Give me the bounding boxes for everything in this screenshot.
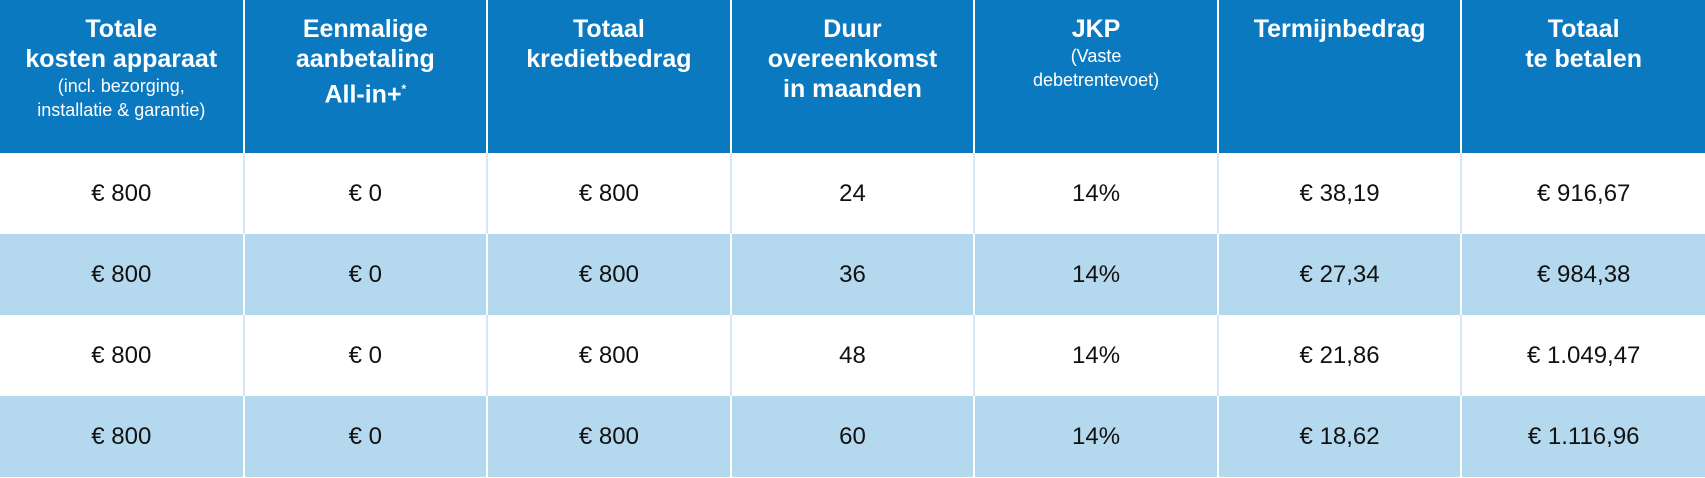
header-cell: Duur overeenkomst in maanden <box>729 0 975 153</box>
table-row: € 800 € 0 € 800 36 14% € 27,34 € 984,38 <box>0 234 1705 315</box>
header-subtitle: (incl. bezorging, <box>57 76 185 96</box>
table-cell: € 800 <box>91 179 152 207</box>
table-cell: € 800 <box>91 341 152 369</box>
header-title: Totaal <box>1547 15 1620 43</box>
table-cell: € 800 <box>486 153 731 234</box>
header-row: Totale kosten apparaat (incl. bezorging, in… <box>0 0 1705 153</box>
table-row: € 800 € 0 € 800 24 14% € 38,19 € 916,67 <box>0 153 1705 234</box>
table-cell: 48 <box>729 315 975 396</box>
header-title: Totaal <box>573 15 645 43</box>
table-row: € 800 € 0 € 800 48 14% € 21,86 € 1.049,47 <box>0 315 1705 396</box>
table-cell: € 800 <box>486 315 731 396</box>
header-title: JKP <box>1071 15 1121 43</box>
header-title: Totale <box>85 15 158 43</box>
table-cell: € 18,62 <box>1216 396 1462 477</box>
header-subtitle: debetrentevoet) <box>1032 70 1160 90</box>
header-title: aanbetaling <box>295 45 435 73</box>
header-cell: Eenmalige aanbetaling All-in+* <box>242 0 488 153</box>
header-title: Duur <box>823 15 882 43</box>
table-cell: € 0 <box>242 234 488 315</box>
header-cell: Totaal kredietbedrag <box>486 0 731 153</box>
table-cell: 14% <box>973 153 1218 234</box>
footnote-marker: * <box>401 82 407 96</box>
header-cell: JKP (Vaste debetrentevoet) <box>973 0 1218 153</box>
table-cell: € 27,34 <box>1216 234 1462 315</box>
table-cell: € 0 <box>242 315 488 396</box>
table-cell: € 916,67 <box>1460 153 1705 234</box>
header-title: in maanden <box>783 75 922 103</box>
table-cell: € 800 <box>486 234 731 315</box>
header-title: Termijnbedrag <box>1253 15 1426 43</box>
table-row: € 800 € 0 € 800 60 14% € 18,62 € 1.116,96 <box>0 396 1705 477</box>
header-cell: Termijnbedrag <box>1216 0 1462 153</box>
table-cell: € 38,19 <box>1216 153 1462 234</box>
header-title: kredietbedrag <box>526 45 692 73</box>
table-header: Totale kosten apparaat (incl. bezorging, in… <box>0 0 1705 153</box>
table-cell: 24 <box>729 153 975 234</box>
table-cell: € 800 <box>0 396 244 477</box>
header-subtitle: installatie & garantie) <box>37 100 206 120</box>
table-cell: € 1.049,47 <box>1460 315 1705 396</box>
table-cell: € 0 <box>242 396 488 477</box>
table-cell: 14% <box>973 396 1218 477</box>
table-cell: 60 <box>729 396 975 477</box>
header-cell: Totaal te betalen <box>1460 0 1705 153</box>
table-cell: € 800 <box>0 234 244 315</box>
header-cell: Totale kosten apparaat (incl. bezorging, in… <box>0 0 244 153</box>
header-title: Eenmalige <box>302 15 428 43</box>
header-subtitle: (Vaste <box>1070 46 1122 66</box>
header-title: te betalen <box>1525 45 1643 73</box>
table-cell: € 1.116,96 <box>1460 396 1705 477</box>
table-cell: € 21,86 <box>1216 315 1462 396</box>
table-body: € 800 € 0 € 800 24 14% € 38,19 € 916,67 € 800 € … <box>0 153 1705 477</box>
table-cell: € 984,38 <box>1460 234 1705 315</box>
table-cell: 14% <box>973 234 1218 315</box>
table-cell: 14% <box>973 315 1218 396</box>
header-title: overeenkomst <box>767 45 938 73</box>
table-cell: € 0 <box>242 153 488 234</box>
header-title: All-in+* <box>324 80 407 109</box>
header-title: kosten apparaat <box>25 45 218 73</box>
table-cell: 36 <box>729 234 975 315</box>
table-cell: € 800 <box>486 396 731 477</box>
